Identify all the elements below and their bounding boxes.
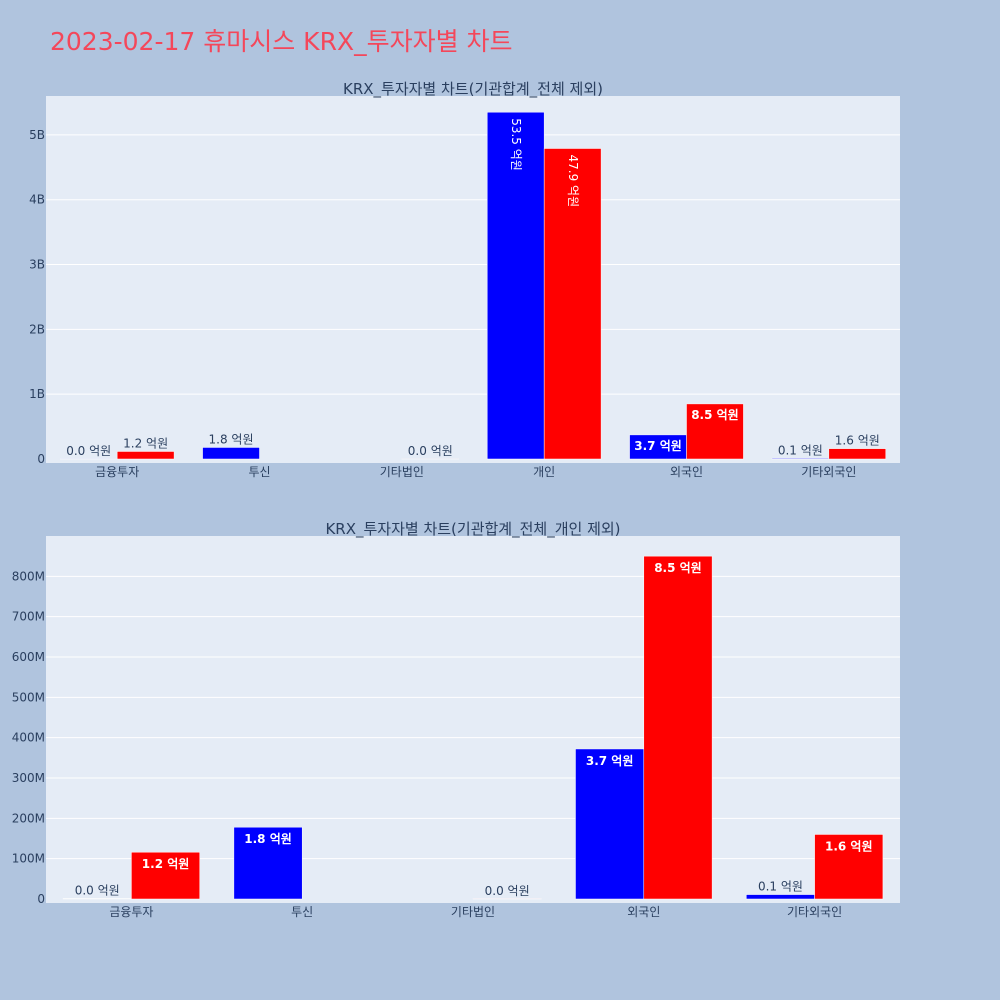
y-tick-label: 4B (29, 193, 45, 207)
x-tick-label: 금융투자 (109, 905, 153, 919)
data-label: 53.5 억원 (509, 118, 523, 171)
x-tick-label: 투신 (248, 465, 270, 479)
x-tick-label: 기타법인 (451, 905, 495, 919)
data-label: 1.8 억원 (209, 432, 254, 446)
x-tick-label: 외국인 (627, 905, 660, 919)
bar (131, 851, 200, 900)
x-tick-label: 기타외국인 (787, 905, 842, 919)
plot-area (46, 96, 900, 463)
data-label: 1.2 억원 (142, 857, 190, 871)
data-label: 8.5 억원 (691, 408, 739, 422)
bar (202, 447, 260, 460)
bar (116, 451, 175, 460)
y-tick-label: 700M (12, 610, 45, 624)
x-tick-label: 개인 (533, 465, 555, 479)
x-tick-label: 기타외국인 (801, 465, 856, 479)
data-label: 47.9 억원 (566, 155, 580, 208)
chart-bottom: 0 100M 200M 300M 400M 500M 600M 700M 800M KRX_투자자… (12, 520, 900, 919)
y-tick-label: 300M (12, 771, 45, 785)
bar (828, 448, 887, 460)
y-tick-label: 3B (29, 258, 45, 272)
y-tick-label: 200M (12, 811, 45, 825)
plot-area (46, 536, 900, 903)
y-tick-label: 2B (29, 322, 45, 336)
page-title: 2023-02-17 휴마시스 KRX_투자자별 차트 (50, 27, 513, 56)
y-tick-label: 100M (12, 852, 45, 866)
data-label: 0.0 억원 (408, 444, 453, 458)
chart-title: KRX_투자자별 차트(기관합계_전체_개인 제외) (325, 520, 620, 539)
chart-top: 0 1B 2B 3B 4B 5B KRX_투자자별 차트(기관합계_전체 제외) 금융투자 0.… (29, 80, 900, 479)
bar (543, 148, 602, 460)
data-label: 0.1 억원 (758, 880, 803, 894)
y-tick-label: 0 (37, 892, 45, 906)
bar (771, 458, 830, 460)
bar (575, 748, 645, 900)
y-tick-label: 1B (29, 387, 45, 401)
x-tick-label: 투신 (291, 905, 313, 919)
bar (233, 826, 303, 900)
y-tick-label: 0 (37, 452, 45, 466)
data-label: 0.1 억원 (778, 443, 823, 457)
data-label: 0.0 억원 (75, 884, 120, 898)
y-tick-label: 5B (29, 128, 45, 142)
y-tick-label: 400M (12, 731, 45, 745)
chart-title: KRX_투자자별 차트(기관합계_전체 제외) (343, 80, 603, 99)
y-tick-label: 600M (12, 650, 45, 664)
bar (814, 834, 884, 900)
data-label: 3.7 억원 (634, 439, 682, 453)
data-label: 3.7 억원 (586, 754, 634, 768)
bar (486, 111, 545, 460)
data-label: 1.2 억원 (123, 436, 168, 450)
y-tick-label: 800M (12, 569, 45, 583)
data-label: 0.0 억원 (66, 444, 111, 458)
x-tick-label: 외국인 (670, 465, 703, 479)
bar (746, 894, 815, 900)
data-label: 1.6 억원 (825, 839, 873, 853)
bar (643, 555, 713, 900)
data-label: 1.6 억원 (835, 434, 880, 448)
x-tick-label: 금융투자 (95, 465, 139, 479)
x-tick-label: 기타법인 (380, 465, 424, 479)
bar (686, 403, 744, 460)
data-label: 0.0 억원 (485, 884, 530, 898)
data-label: 1.8 억원 (244, 832, 292, 846)
data-label: 8.5 억원 (654, 561, 702, 575)
y-tick-label: 500M (12, 690, 45, 704)
